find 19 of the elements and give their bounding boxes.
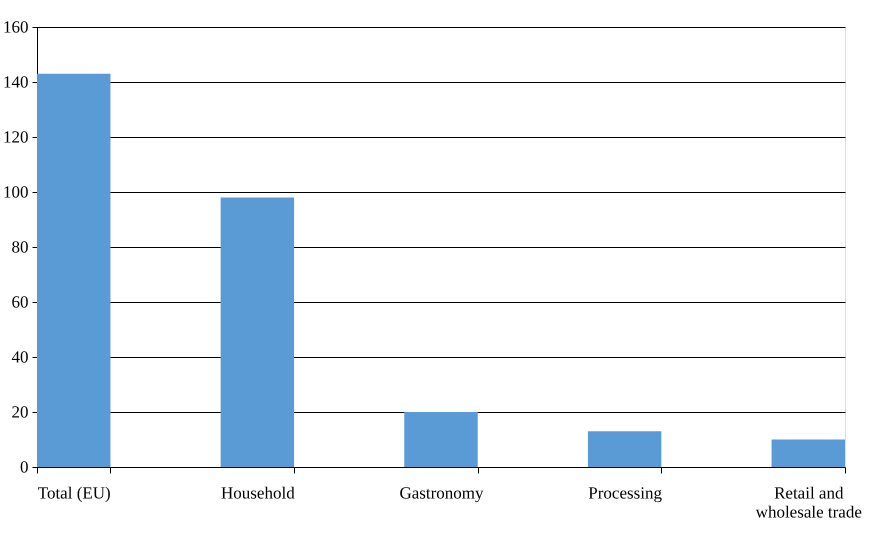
- y-tick-label: 120: [3, 128, 28, 146]
- y-tick-label: 100: [3, 182, 28, 202]
- bar: [588, 431, 662, 467]
- bar: [37, 74, 110, 467]
- bar: [220, 198, 294, 467]
- bar: [404, 412, 478, 467]
- x-tick-label: Total (EU): [38, 484, 111, 502]
- y-tick-label: 0: [20, 458, 28, 476]
- y-tick-label: 20: [12, 402, 28, 422]
- y-tick-label: 160: [3, 18, 28, 36]
- y-tick-label: 60: [12, 292, 28, 312]
- x-tick-label: Processing: [588, 484, 662, 502]
- y-tick-label: 80: [12, 238, 28, 256]
- y-tick-label: 140: [3, 72, 28, 92]
- x-tick-label: Retail and wholesale trade: [756, 484, 862, 522]
- x-tick-label: Household: [221, 484, 296, 502]
- bar: [772, 440, 845, 467]
- x-tick-label: Gastronomy: [399, 484, 484, 502]
- y-tick-label: 40: [12, 348, 28, 366]
